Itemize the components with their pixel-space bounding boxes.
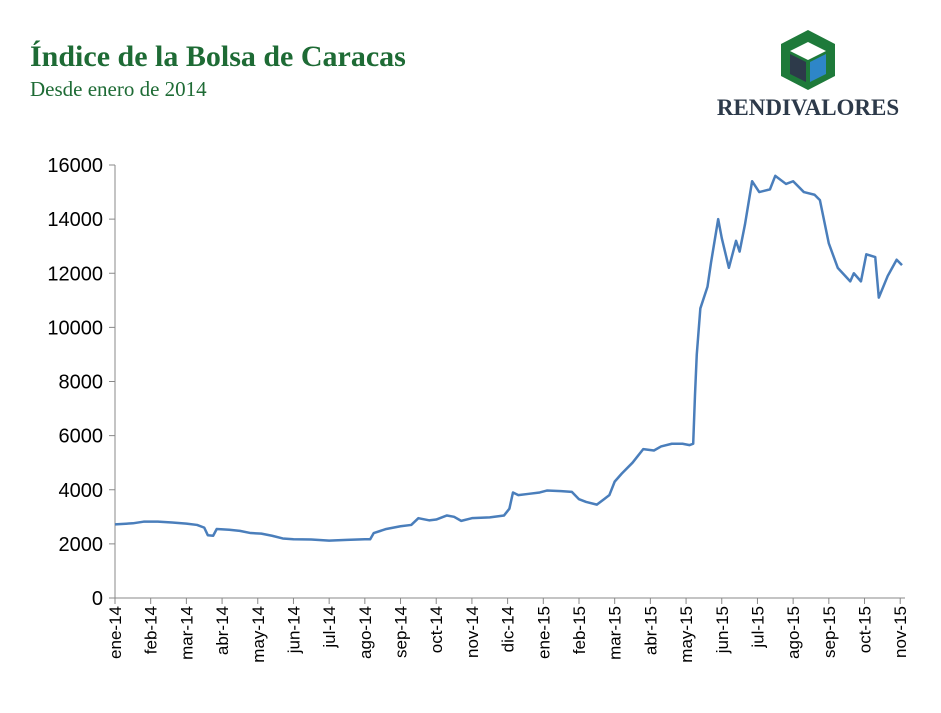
y-tick-label: 2000 [59, 534, 104, 556]
chart-title: Índice de la Bolsa de Caracas [30, 40, 406, 73]
x-tick-label: jul-15 [748, 606, 767, 649]
x-tick-label: ene-15 [534, 606, 553, 659]
x-tick-label: oct-14 [427, 606, 446, 653]
y-tick-label: 10000 [47, 317, 103, 339]
logo-text: RENDIVALORES [717, 95, 899, 120]
y-tick-label: 8000 [59, 372, 104, 394]
x-tick-label: mar-15 [606, 606, 625, 660]
x-tick-label: feb-15 [570, 606, 589, 654]
x-tick-label: feb-14 [142, 606, 161, 654]
chart-subtitle: Desde enero de 2014 [30, 77, 207, 101]
x-tick-label: dic-14 [499, 606, 518, 652]
x-tick-label: nov-14 [463, 606, 482, 658]
y-tick-label: 0 [92, 588, 103, 610]
y-tick-label: 16000 [47, 155, 103, 177]
x-tick-label: may-15 [677, 606, 696, 663]
data-line [114, 174, 903, 542]
x-tick-label: oct-15 [856, 606, 875, 653]
x-tick-label: sep-14 [392, 606, 411, 658]
x-tick-label: ago-14 [356, 606, 375, 659]
x-tick-label: jun-14 [284, 606, 303, 654]
x-tick-label: jun-15 [713, 606, 732, 654]
x-tick-label: abr-14 [213, 606, 232, 655]
x-tick-label: ago-15 [784, 606, 803, 659]
x-tick-label: nov-15 [891, 606, 910, 658]
x-tick-label: ene-14 [106, 606, 125, 659]
y-tick-label: 12000 [47, 263, 103, 285]
y-tick-label: 4000 [59, 480, 104, 502]
x-tick-label: mar-14 [177, 606, 196, 660]
x-tick-label: may-14 [249, 606, 268, 663]
x-tick-label: jul-14 [320, 606, 339, 649]
logo-icon [781, 30, 835, 90]
y-tick-label: 14000 [47, 209, 103, 231]
y-tick-label: 6000 [59, 426, 104, 448]
x-tick-label: sep-15 [820, 606, 839, 658]
x-tick-label: abr-15 [641, 606, 660, 655]
